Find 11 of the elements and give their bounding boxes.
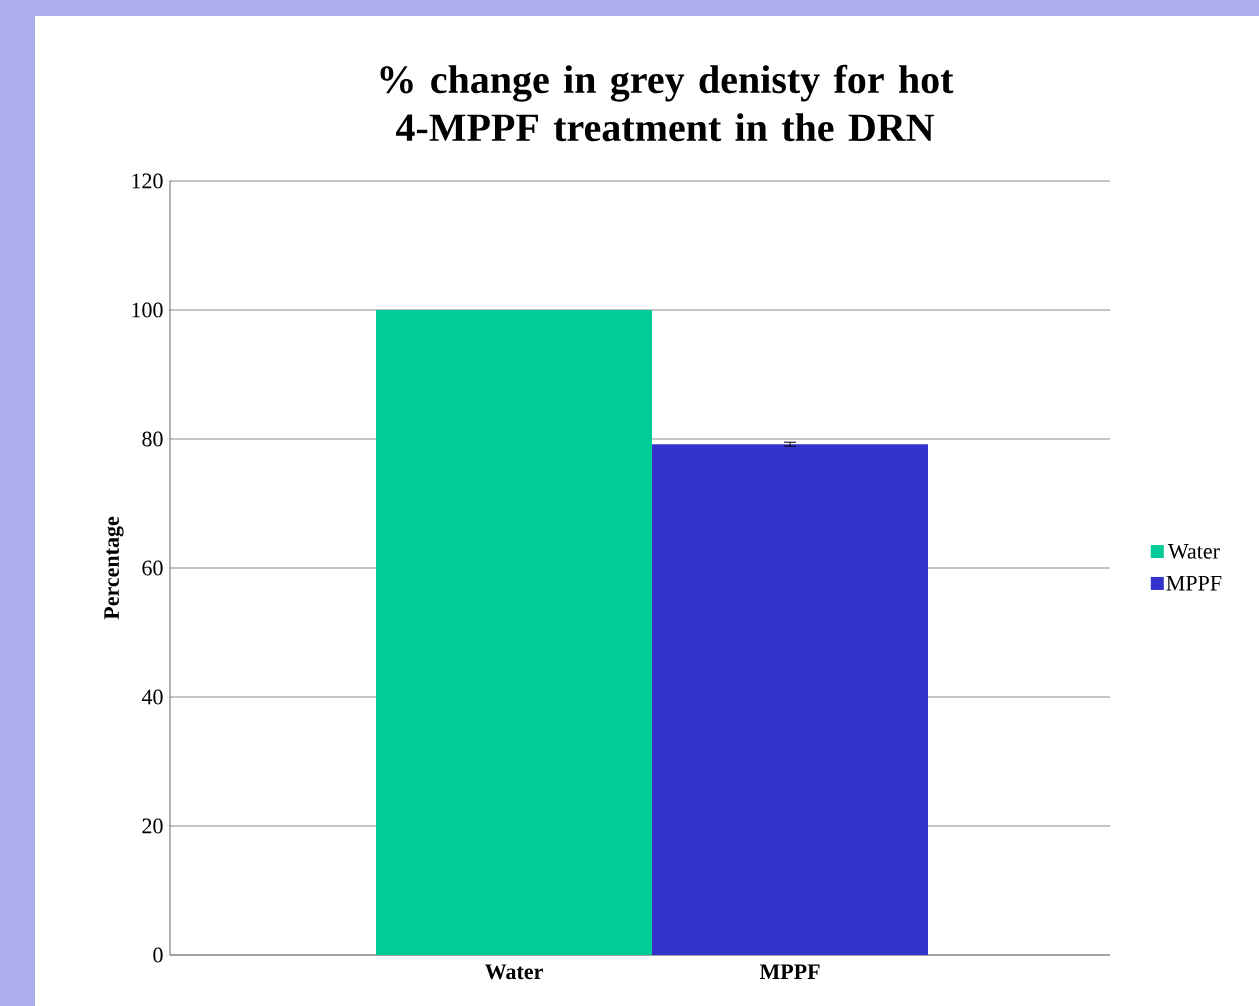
legend-label: MPPF [1166,575,1222,591]
y-tick-label: 20 [142,818,163,834]
y-axis-title: Percentage [104,516,124,620]
chart-title: % change in grey denisty for hot 4-MPPF treatment in the DRN [380,64,954,142]
y-tick-label: 120 [132,173,163,189]
y-tick-label: 60 [142,560,163,576]
y-tick-label: 100 [132,302,163,318]
legend-label: Water [1167,544,1220,559]
y-tick-label: 80 [142,431,163,447]
y-tick-label: 40 [141,689,163,705]
y-tick-label: 0 [153,947,163,963]
